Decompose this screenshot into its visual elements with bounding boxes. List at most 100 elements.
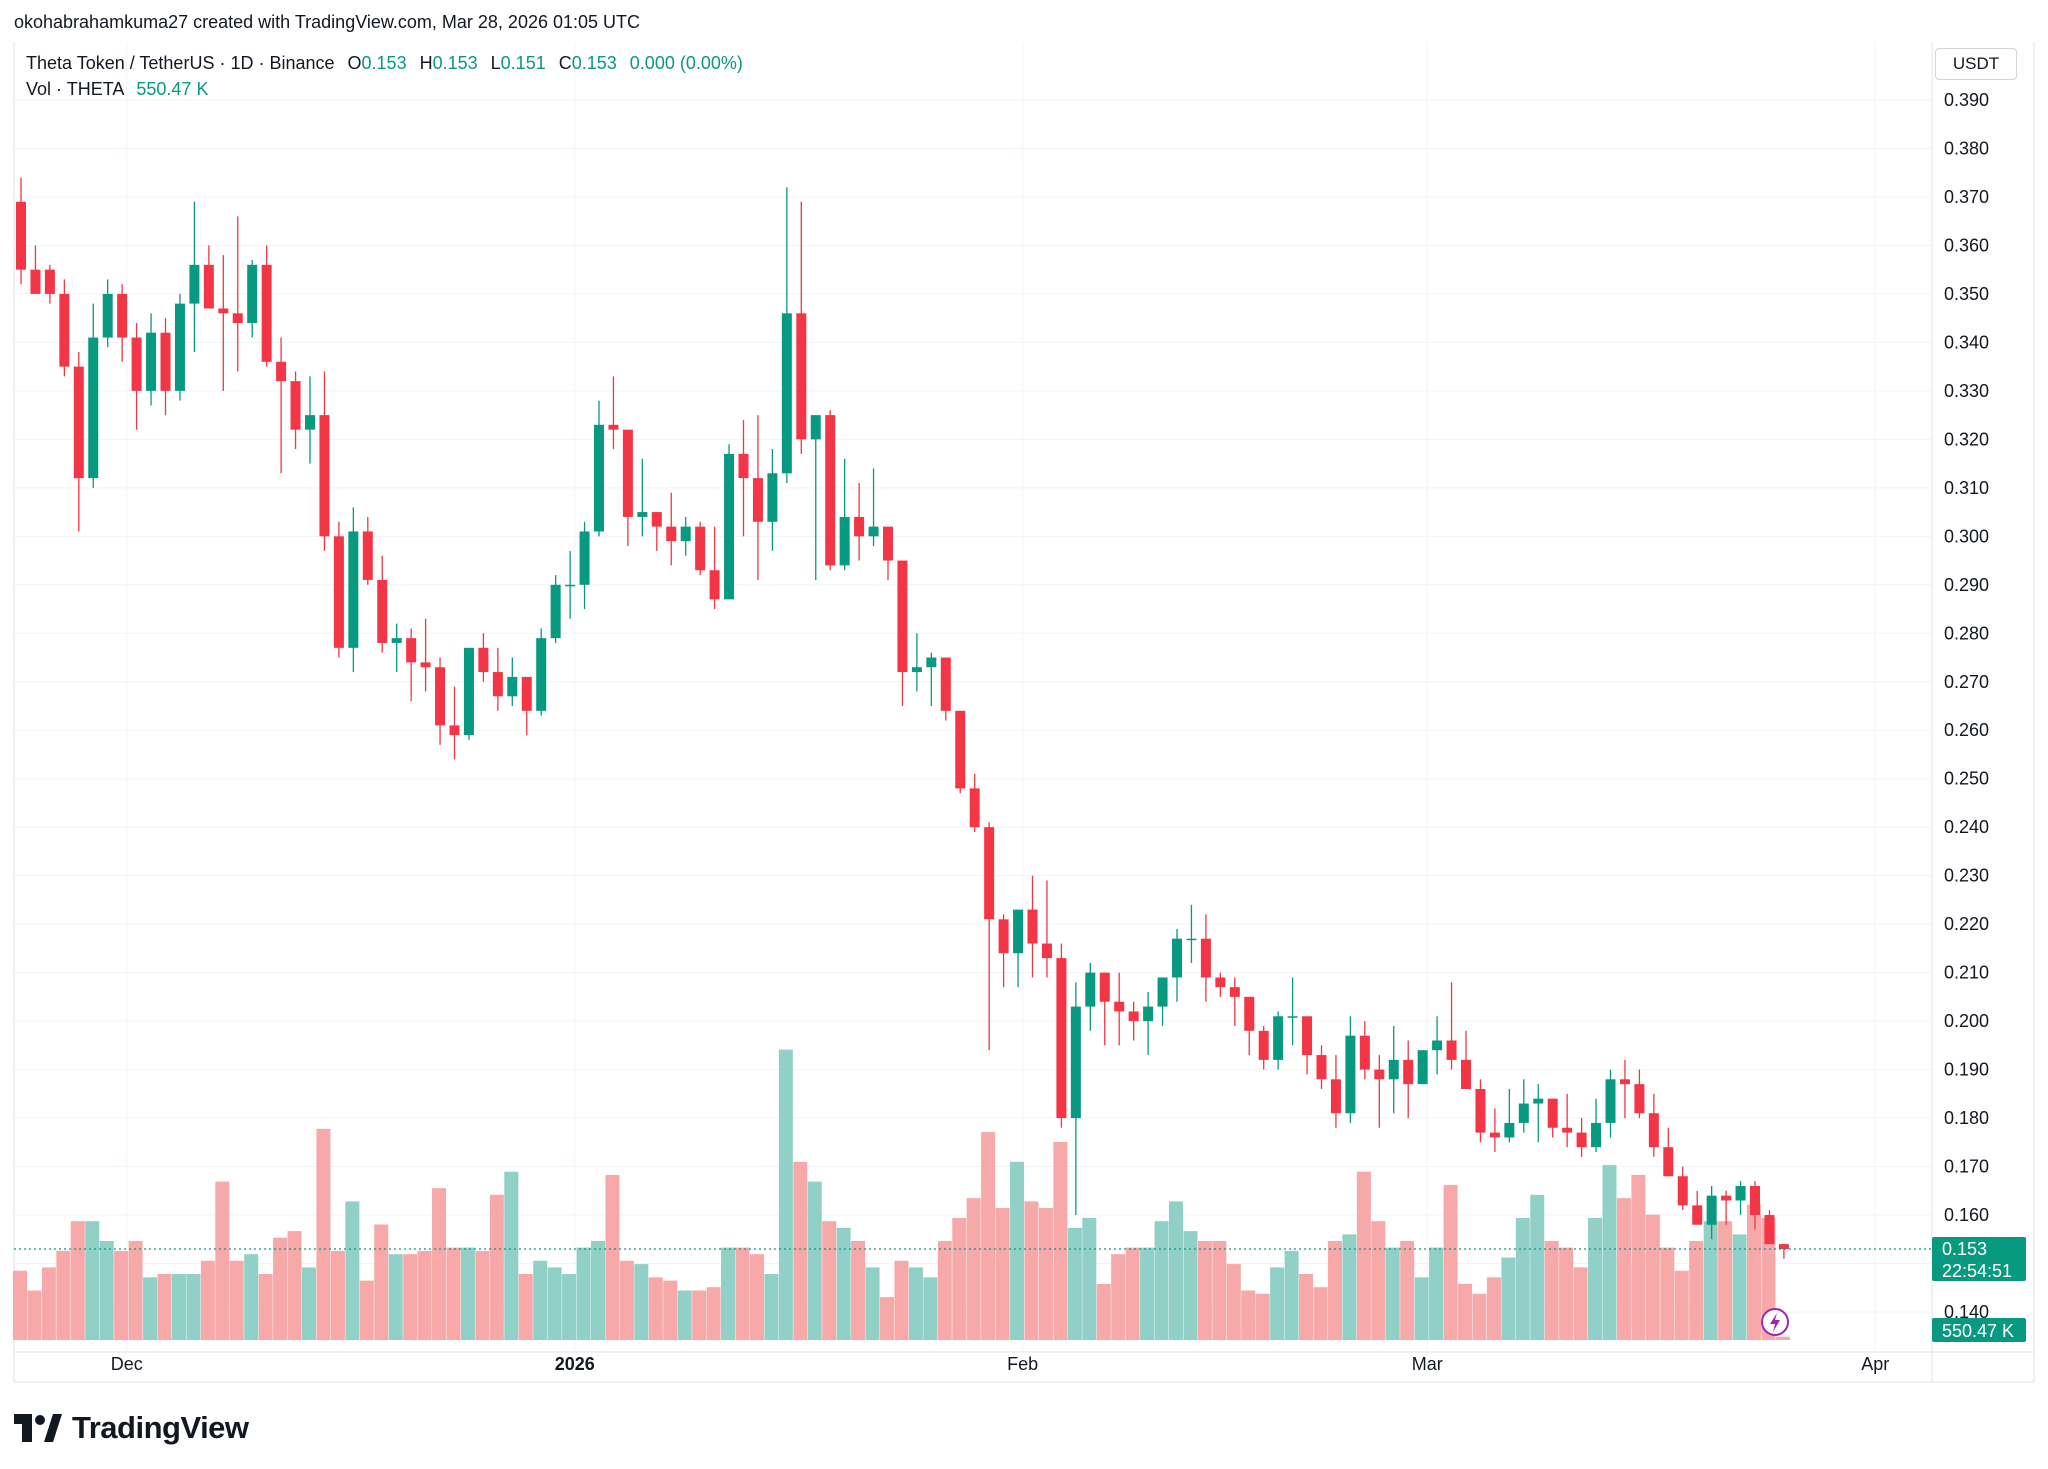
price-tick-label: 0.250 bbox=[1944, 769, 1989, 789]
volume-bar bbox=[1516, 1218, 1530, 1340]
volume-bar bbox=[1718, 1221, 1732, 1340]
time-tick-label: Apr bbox=[1861, 1354, 1889, 1374]
volume-bar bbox=[389, 1254, 403, 1340]
candle-body bbox=[233, 313, 243, 323]
volume-bar bbox=[143, 1277, 157, 1340]
candle-body bbox=[1360, 1036, 1370, 1070]
candle-body bbox=[1692, 1205, 1702, 1224]
candle-body bbox=[348, 531, 358, 647]
volume-tag-label: 550.47 K bbox=[1942, 1321, 2014, 1341]
candle-body bbox=[1244, 997, 1254, 1031]
candle-body bbox=[970, 788, 980, 827]
candle-body bbox=[955, 711, 965, 789]
candle-body bbox=[1085, 973, 1095, 1007]
price-tick-label: 0.170 bbox=[1944, 1157, 1989, 1177]
volume-bar bbox=[447, 1248, 461, 1340]
candles bbox=[16, 178, 1789, 1259]
candle-body bbox=[1302, 1016, 1312, 1055]
candle-body bbox=[767, 473, 777, 521]
candle-body bbox=[840, 517, 850, 565]
volume-bar bbox=[591, 1241, 605, 1340]
price-chart[interactable]: 0.3900.3800.3700.3600.3500.3400.3300.320… bbox=[0, 0, 2048, 1469]
candle-body bbox=[695, 527, 705, 571]
candle-body bbox=[652, 512, 662, 527]
candle-body bbox=[739, 454, 749, 478]
candle-body bbox=[1056, 958, 1066, 1118]
volume-bar bbox=[1704, 1221, 1718, 1340]
price-axis[interactable]: 0.390 0.380 0.370 0.360 0.350 0.340 0.330 0.320… bbox=[1944, 90, 1989, 1322]
candle-body bbox=[16, 202, 26, 270]
volume-bar bbox=[1299, 1274, 1313, 1340]
lightning-icon[interactable] bbox=[1762, 1309, 1788, 1335]
candle-body bbox=[1042, 944, 1052, 959]
candle-body bbox=[247, 265, 257, 323]
volume-bar bbox=[663, 1281, 677, 1340]
price-tick-label: 0.220 bbox=[1944, 914, 1989, 934]
candle-body bbox=[724, 454, 734, 599]
candle-body bbox=[1273, 1016, 1283, 1060]
volume-bar bbox=[186, 1274, 200, 1340]
volume-bar bbox=[1444, 1185, 1458, 1340]
volume-bar bbox=[475, 1251, 489, 1340]
volume-bar bbox=[1285, 1251, 1299, 1340]
volume-bar bbox=[27, 1291, 41, 1341]
symbol-title[interactable]: Theta Token / TetherUS · 1D · Binance bbox=[26, 53, 335, 73]
volume-bar bbox=[1776, 1337, 1790, 1340]
volume-bar bbox=[1068, 1228, 1082, 1340]
volume-bar bbox=[316, 1129, 330, 1340]
brand-name: TradingView bbox=[72, 1410, 249, 1446]
volume-bar bbox=[1342, 1234, 1356, 1340]
volume-bar bbox=[1227, 1264, 1241, 1340]
candle-body bbox=[1634, 1084, 1644, 1113]
volume-bar bbox=[1530, 1195, 1544, 1340]
volume-bar bbox=[562, 1274, 576, 1340]
candle-body bbox=[1678, 1176, 1688, 1205]
candle-body bbox=[262, 265, 272, 362]
currency-label: USDT bbox=[1953, 54, 1999, 74]
volume-bar bbox=[1631, 1175, 1645, 1340]
volume-bar bbox=[1198, 1241, 1212, 1340]
candle-body bbox=[1591, 1123, 1601, 1147]
candle-body bbox=[74, 367, 84, 479]
candle-body bbox=[1403, 1060, 1413, 1084]
candle-body bbox=[1736, 1186, 1746, 1201]
candle-body bbox=[1475, 1089, 1485, 1133]
candle-body bbox=[291, 381, 301, 429]
candle-body bbox=[811, 415, 821, 439]
candle-body bbox=[1143, 1007, 1153, 1022]
candle-body bbox=[1317, 1055, 1327, 1079]
candle-body bbox=[580, 531, 590, 584]
volume-bar bbox=[114, 1251, 128, 1340]
candle-body bbox=[1100, 973, 1110, 1002]
candle-body bbox=[869, 527, 879, 537]
last-price-tag: 0.153 22:54:51 bbox=[1932, 1237, 2026, 1281]
candle-body bbox=[522, 677, 532, 711]
candle-body bbox=[666, 527, 676, 542]
legend-ohlc-row: Theta Token / TetherUS · 1D · Binance O0… bbox=[26, 50, 743, 76]
time-axis[interactable]: Dec 2026 Feb Mar Apr bbox=[111, 1354, 1889, 1374]
volume-bar bbox=[605, 1175, 619, 1340]
candle-body bbox=[1548, 1099, 1558, 1128]
time-tick-label: Mar bbox=[1412, 1354, 1443, 1374]
volume-bar bbox=[736, 1248, 750, 1340]
tradingview-logo: TradingView bbox=[14, 1410, 249, 1446]
candle-body bbox=[319, 415, 329, 536]
currency-selector[interactable]: USDT bbox=[1935, 48, 2017, 80]
volume-label[interactable]: Vol · THETA bbox=[26, 79, 123, 99]
volume-bar bbox=[909, 1267, 923, 1340]
candle-body bbox=[1562, 1128, 1572, 1133]
volume-bar bbox=[707, 1287, 721, 1340]
volume-bar bbox=[1155, 1221, 1169, 1340]
candle-body bbox=[377, 580, 387, 643]
volume-bar bbox=[1010, 1162, 1024, 1340]
high-label: H bbox=[420, 53, 433, 73]
volume-bar bbox=[85, 1221, 99, 1340]
volume-bar bbox=[692, 1291, 706, 1341]
volume-bar bbox=[259, 1274, 273, 1340]
volume-bar bbox=[1588, 1218, 1602, 1340]
candle-body bbox=[637, 512, 647, 517]
price-tick-label: 0.160 bbox=[1944, 1205, 1989, 1225]
countdown-label: 22:54:51 bbox=[1942, 1261, 2012, 1281]
volume-bar bbox=[100, 1241, 114, 1340]
volume-bar bbox=[490, 1195, 504, 1340]
